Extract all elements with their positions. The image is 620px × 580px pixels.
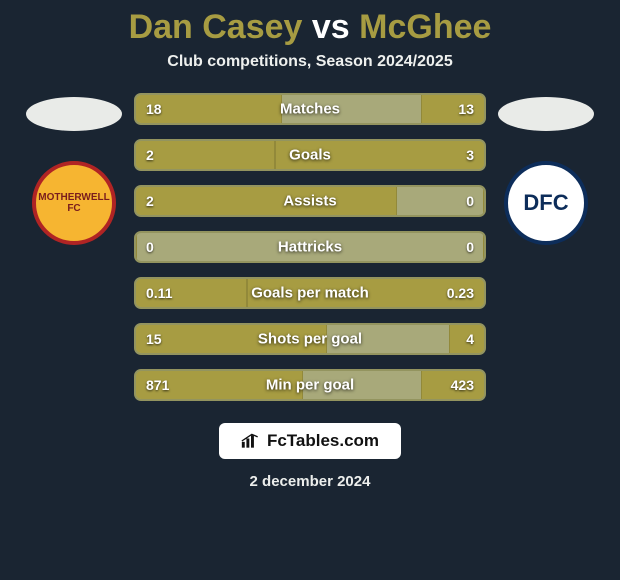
stat-label: Assists	[283, 193, 336, 210]
stat-bar: 0.11 0.23 Goals per match	[134, 277, 486, 309]
stat-bar: 871 423 Min per goal	[134, 369, 486, 401]
stat-value-right: 0.23	[447, 285, 474, 301]
content-row: MOTHERWELL FC 18 13 Matches 2 3 Goals 2 0 Assist…	[0, 93, 620, 401]
player1-club-text: MOTHERWELL FC	[36, 192, 112, 214]
stat-value-right: 13	[458, 101, 474, 117]
stats-column: 18 13 Matches 2 3 Goals 2 0 Assists 0 0 Hattricks 0.…	[134, 93, 486, 401]
stat-bar: 18 13 Matches	[134, 93, 486, 125]
player2-club-text: DFC	[523, 190, 568, 216]
stat-value-right: 0	[466, 239, 474, 255]
stat-value-right: 0	[466, 193, 474, 209]
stat-fill-left	[136, 187, 397, 215]
stat-label: Shots per goal	[258, 331, 362, 348]
page-title: Dan Casey vs McGhee	[129, 8, 492, 47]
stat-value-right: 3	[466, 147, 474, 163]
stat-fill-left	[136, 233, 137, 261]
stat-value-left: 18	[146, 101, 162, 117]
stat-label: Goals per match	[251, 285, 369, 302]
stat-value-left: 2	[146, 193, 154, 209]
stat-bar: 2 0 Assists	[134, 185, 486, 217]
stat-label: Goals	[289, 147, 331, 164]
brand-badge[interactable]: FcTables.com	[219, 423, 401, 459]
date-label: 2 december 2024	[250, 473, 371, 490]
stat-bar: 2 3 Goals	[134, 139, 486, 171]
stat-value-right: 4	[466, 331, 474, 347]
player1-club-crest: MOTHERWELL FC	[32, 161, 116, 245]
stat-value-left: 2	[146, 147, 154, 163]
vs-label: vs	[312, 8, 350, 46]
subtitle: Club competitions, Season 2024/2025	[167, 53, 452, 71]
stat-fill-right	[421, 95, 484, 123]
stat-bar: 15 4 Shots per goal	[134, 323, 486, 355]
stat-bar: 0 0 Hattricks	[134, 231, 486, 263]
stat-label: Hattricks	[278, 239, 342, 256]
stat-value-left: 0	[146, 239, 154, 255]
stat-fill-left	[136, 141, 275, 169]
player1-avatar	[26, 97, 122, 131]
chart-icon	[241, 433, 261, 449]
right-player-col: DFC	[486, 93, 606, 245]
player2-avatar	[498, 97, 594, 131]
stat-value-left: 15	[146, 331, 162, 347]
player2-club-crest: DFC	[504, 161, 588, 245]
stat-value-right: 423	[451, 377, 474, 393]
left-player-col: MOTHERWELL FC	[14, 93, 134, 245]
stat-label: Min per goal	[266, 377, 354, 394]
brand-text: FcTables.com	[267, 431, 379, 451]
stat-value-left: 0.11	[146, 285, 172, 301]
player2-name: McGhee	[359, 8, 491, 46]
stat-label: Matches	[280, 101, 340, 118]
stat-fill-right	[483, 233, 484, 261]
stat-value-left: 871	[146, 377, 169, 393]
player1-name: Dan Casey	[129, 8, 303, 46]
comparison-card: Dan Casey vs McGhee Club competitions, S…	[0, 0, 620, 580]
stat-fill-right	[483, 187, 484, 215]
